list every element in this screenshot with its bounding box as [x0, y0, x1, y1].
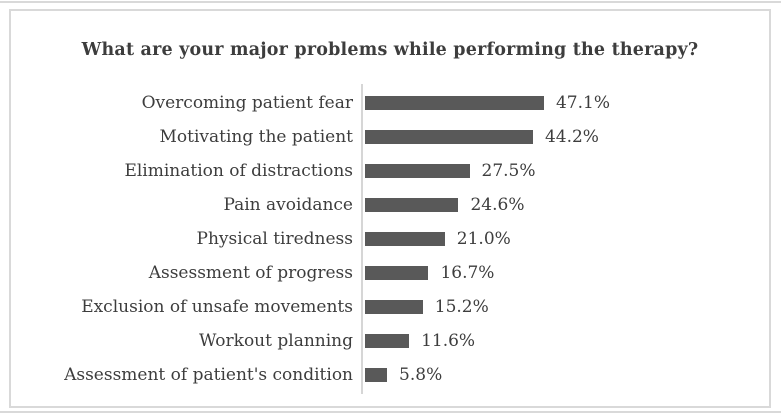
bar-row: Elimination of distractions 27.5%: [11, 154, 769, 188]
category-label: Exclusion of unsafe movements: [81, 297, 353, 317]
category-label: Physical tiredness: [196, 229, 353, 249]
bar: [365, 232, 445, 246]
bar-row: Assessment of patient's condition 5.8%: [11, 358, 769, 392]
bar-rows: Overcoming patient fear 47.1% Motivating…: [11, 86, 769, 392]
chart-frame: What are your major problems while perfo…: [9, 9, 771, 408]
plot-area: Overcoming patient fear 47.1% Motivating…: [11, 84, 769, 394]
bar: [365, 334, 410, 348]
category-label: Elimination of distractions: [124, 161, 353, 181]
bar-row: Assessment of progress 16.7%: [11, 256, 769, 290]
top-divider: [0, 1, 781, 3]
bar-row: Exclusion of unsafe movements 15.2%: [11, 290, 769, 324]
bar: [365, 96, 544, 110]
category-label: Workout planning: [198, 331, 353, 351]
bar: [365, 198, 459, 212]
bar: [365, 368, 388, 382]
bar-row: Motivating the patient 44.2%: [11, 120, 769, 154]
value-label: 16.7%: [440, 263, 495, 283]
value-label: 27.5%: [481, 161, 536, 181]
bar: [365, 266, 429, 280]
value-label: 5.8%: [399, 365, 443, 385]
bar-row: Pain avoidance 24.6%: [11, 188, 769, 222]
bar-row: Overcoming patient fear 47.1%: [11, 86, 769, 120]
value-label: 44.2%: [544, 127, 599, 147]
category-label: Pain avoidance: [223, 195, 353, 215]
bar-row: Workout planning 11.6%: [11, 324, 769, 358]
value-label: 15.2%: [434, 297, 489, 317]
category-label: Motivating the patient: [159, 127, 353, 147]
value-label: 24.6%: [470, 195, 525, 215]
bar: [365, 164, 470, 178]
category-label: Assessment of progress: [148, 263, 353, 283]
value-label: 47.1%: [555, 93, 610, 113]
category-label: Assessment of patient's condition: [64, 365, 353, 385]
category-label: Overcoming patient fear: [141, 93, 353, 113]
value-label: 11.6%: [421, 331, 476, 351]
y-axis-line: [361, 84, 363, 394]
bar: [365, 300, 423, 314]
chart-title: What are your major problems while perfo…: [81, 40, 699, 60]
bottom-divider: [0, 411, 781, 413]
value-label: 21.0%: [456, 229, 511, 249]
bar-row: Physical tiredness 21.0%: [11, 222, 769, 256]
bar: [365, 130, 533, 144]
